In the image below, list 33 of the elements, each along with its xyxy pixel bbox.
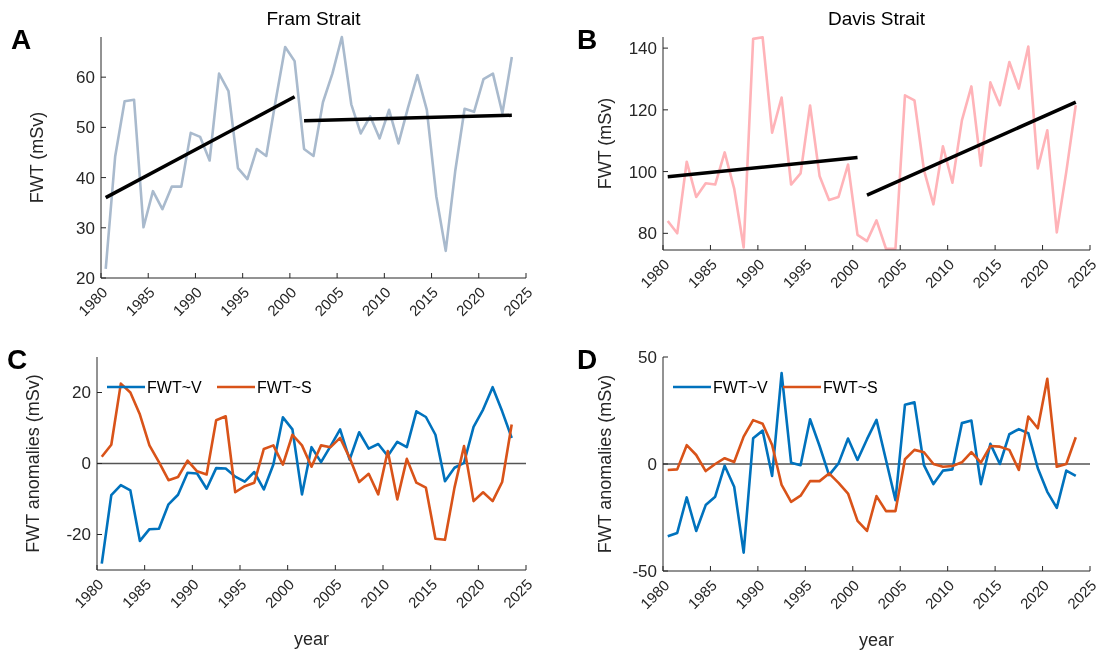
- x-axis-title: year: [858, 630, 895, 650]
- y-tick-label: 140: [628, 39, 657, 59]
- y-tick-label: 30: [76, 218, 95, 238]
- y-tick-label: 120: [628, 100, 657, 120]
- legend-label: FWT~S: [823, 378, 878, 396]
- y-axis-title: FWT anomalies (mSv): [595, 374, 615, 554]
- y-axis-title: FWT (mSv): [27, 111, 47, 204]
- y-tick-label: 20: [76, 268, 95, 288]
- y-tick-label: 100: [628, 162, 657, 182]
- y-tick-label: -50: [632, 561, 657, 581]
- text: B: [577, 24, 598, 55]
- chart-title: Davis Strait: [827, 8, 926, 29]
- line-series: [666, 36, 1078, 251]
- legend-label: FWT~V: [713, 378, 768, 396]
- legend-label: FWT~S: [257, 378, 312, 396]
- y-tick-label: 20: [72, 383, 91, 403]
- text: A: [11, 24, 32, 55]
- chart-title: Fram Strait: [266, 8, 362, 29]
- text: D: [577, 344, 598, 375]
- x-axis-title: year: [293, 629, 330, 649]
- line-series: [104, 35, 514, 271]
- y-tick-label: 40: [76, 168, 95, 188]
- y-tick-label: -20: [66, 525, 91, 545]
- y-tick-label: 50: [76, 118, 95, 138]
- legend-label: FWT~V: [147, 378, 202, 396]
- y-tick-label: 0: [81, 454, 91, 474]
- y-tick-label: 0: [647, 454, 657, 474]
- y-tick-label: 50: [638, 347, 657, 367]
- text: C: [7, 344, 28, 375]
- y-axis-title: FWT anomalies (mSv): [23, 374, 43, 553]
- y-tick-label: 60: [76, 68, 95, 88]
- y-axis-title: FWT (mSv): [595, 97, 615, 190]
- y-tick-label: 80: [638, 224, 657, 244]
